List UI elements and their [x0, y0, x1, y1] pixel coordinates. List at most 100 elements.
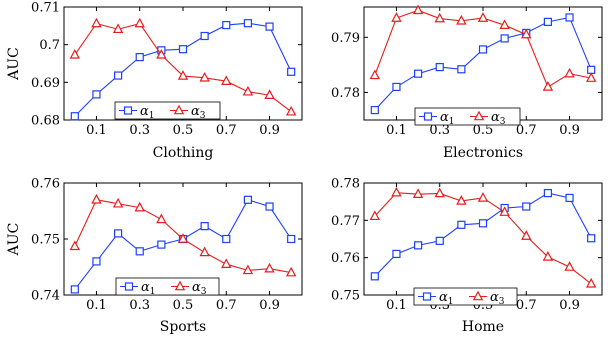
data-point-triangle: [91, 17, 102, 28]
data-point-square: [435, 236, 444, 245]
data-point-square: [565, 13, 574, 22]
data-point-triangle: [112, 23, 124, 34]
legend-label: α1: [440, 110, 455, 127]
series-alpha3: [69, 17, 297, 116]
legend-label: α3: [491, 110, 506, 127]
data-point-triangle: [585, 72, 597, 82]
legend-marker: [472, 290, 484, 301]
y-tick-label: 0.69: [31, 76, 60, 91]
data-point-square: [243, 19, 253, 28]
data-point-triangle: [391, 186, 402, 197]
legend-label: α3: [192, 280, 207, 297]
y-tick-label: 0.77: [331, 214, 360, 229]
legend-label: α3: [191, 104, 206, 121]
data-point-triangle: [199, 71, 210, 82]
data-point-square: [587, 234, 596, 243]
y-tick-label: 0.68: [31, 114, 60, 129]
data-point-triangle: [69, 240, 81, 251]
series-alpha1: [70, 19, 296, 121]
data-point-triangle: [242, 264, 254, 275]
series-line: [74, 22, 292, 113]
x-tick-label: 0.5: [173, 123, 194, 138]
data-point-triangle: [585, 277, 597, 288]
x-tick-label: 0.3: [129, 298, 150, 313]
y-tick-label: 0.78: [331, 86, 360, 101]
data-point-square: [413, 241, 423, 250]
x-axis-label: Clothing: [153, 145, 214, 161]
x-tick-label: 0.3: [429, 123, 450, 138]
data-point-square: [243, 195, 253, 204]
data-point-triangle: [456, 195, 467, 205]
x-tick-label: 0.3: [129, 123, 150, 138]
data-point-triangle: [177, 70, 189, 80]
legend-marker: [422, 292, 432, 301]
y-tick-label: 0.75: [31, 233, 60, 248]
series-line: [374, 192, 592, 285]
data-point-triangle: [477, 12, 489, 22]
chart-electronics: 0.1 0.3 0.5 0.7 0.9 0.78 0.79 Electronics α1 α3: [331, 4, 603, 161]
x-tick-label: 0.9: [559, 123, 580, 138]
legend-marker: [473, 110, 485, 121]
data-point-triangle: [91, 193, 102, 204]
data-point-triangle: [156, 48, 167, 59]
y-tick-label: 0.78: [331, 177, 360, 192]
data-point-triangle: [369, 69, 381, 80]
legend-box: [114, 101, 221, 120]
data-point-square: [157, 240, 166, 249]
data-point-square: [135, 52, 144, 62]
data-point-triangle: [134, 201, 145, 212]
legend-marker: [423, 112, 433, 121]
data-point-square: [113, 229, 123, 238]
data-point-triangle: [456, 14, 467, 25]
x-tick-label: 0.9: [559, 298, 580, 313]
data-point-triangle: [391, 12, 402, 22]
data-point-square: [392, 249, 401, 259]
data-point-square: [265, 22, 274, 31]
x-tick-label: 0.1: [386, 298, 407, 313]
y-tick-label: 0.75: [331, 289, 360, 304]
data-point-square: [222, 234, 231, 244]
data-point-triangle: [156, 213, 167, 224]
x-tick-label: 0.9: [259, 123, 280, 138]
data-point-square: [135, 247, 144, 256]
chart-sports: 0.1 0.3 0.5 0.7 0.9 0.74 0.75 0.76 Sports AUC α1 α3: [6, 177, 303, 335]
legend-label: α1: [141, 280, 156, 297]
legend-box: [414, 107, 521, 126]
data-point-square: [413, 69, 423, 78]
data-point-square: [92, 257, 101, 266]
x-axis-label: Home: [462, 319, 504, 335]
data-point-triangle: [542, 81, 554, 91]
data-point-square: [522, 202, 531, 211]
data-point-square: [370, 105, 379, 115]
data-point-square: [287, 234, 296, 244]
x-axis-label: Sports: [160, 319, 206, 335]
data-point-triangle: [412, 188, 424, 198]
y-tick-label: 0.76: [331, 251, 360, 266]
legend-marker: [173, 104, 185, 115]
legend: α1 α3: [413, 287, 518, 307]
data-point-square: [543, 188, 553, 198]
data-point-square: [392, 82, 401, 92]
data-point-square: [457, 65, 466, 74]
series-line: [374, 16, 592, 111]
data-point-triangle: [412, 4, 424, 15]
data-point-triangle: [221, 258, 232, 268]
series-alpha3: [69, 193, 297, 277]
data-point-square: [113, 71, 123, 80]
legend-marker: [174, 280, 186, 291]
data-point-square: [287, 67, 296, 76]
data-point-square: [200, 222, 209, 231]
data-point-triangle: [285, 266, 297, 277]
data-point-square: [435, 62, 444, 72]
data-point-square: [178, 45, 188, 54]
legend: α1 α3: [414, 107, 521, 127]
data-point-triangle: [134, 17, 145, 28]
data-point-triangle: [69, 48, 81, 59]
legend: α1 α3: [114, 101, 221, 121]
plot-frame: [363, 6, 603, 121]
data-point-triangle: [477, 192, 489, 202]
series-alpha3: [369, 4, 597, 91]
data-point-square: [70, 112, 79, 121]
legend-box: [115, 277, 220, 296]
data-point-square: [543, 17, 553, 26]
